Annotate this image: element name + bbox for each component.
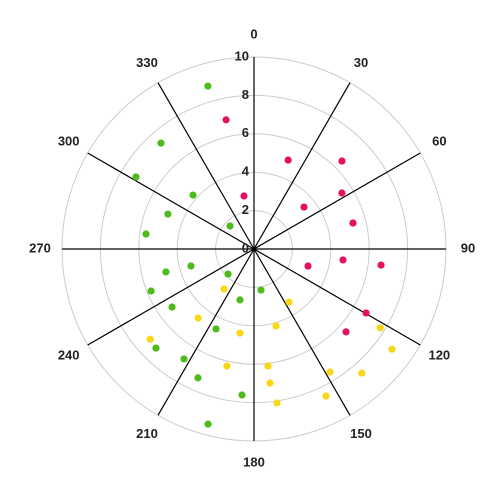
point bbox=[257, 286, 265, 294]
point bbox=[322, 392, 330, 400]
point bbox=[226, 222, 234, 230]
point bbox=[180, 355, 188, 363]
point bbox=[162, 268, 170, 276]
spoke bbox=[253, 82, 351, 250]
point bbox=[157, 139, 165, 147]
point bbox=[338, 157, 346, 165]
point bbox=[194, 314, 202, 322]
point bbox=[272, 322, 280, 330]
point bbox=[132, 173, 140, 181]
point bbox=[168, 303, 176, 311]
point bbox=[338, 189, 346, 197]
point bbox=[146, 335, 154, 343]
point bbox=[142, 230, 150, 238]
point bbox=[224, 270, 232, 278]
spoke bbox=[87, 152, 255, 250]
point bbox=[194, 374, 202, 382]
spoke bbox=[157, 82, 255, 250]
point bbox=[164, 210, 172, 218]
point bbox=[212, 325, 220, 333]
angle-label: 180 bbox=[243, 454, 265, 469]
point bbox=[189, 191, 197, 199]
point bbox=[187, 262, 195, 270]
point bbox=[326, 368, 334, 376]
point bbox=[240, 192, 248, 200]
point bbox=[304, 262, 312, 270]
point bbox=[152, 344, 160, 352]
spoke bbox=[253, 248, 351, 416]
point bbox=[349, 219, 357, 227]
point bbox=[358, 369, 366, 377]
angle-label: 330 bbox=[136, 55, 158, 70]
angle-label: 60 bbox=[432, 133, 446, 148]
radial-tick-label: 10 bbox=[235, 48, 249, 63]
point bbox=[204, 420, 212, 428]
point bbox=[222, 116, 230, 124]
point bbox=[266, 379, 274, 387]
spoke bbox=[253, 152, 421, 250]
spoke bbox=[253, 248, 421, 346]
angle-label: 270 bbox=[29, 240, 51, 255]
angle-label: 300 bbox=[58, 133, 80, 148]
angle-label: 210 bbox=[136, 426, 158, 441]
angle-label: 90 bbox=[461, 240, 475, 255]
point bbox=[204, 82, 212, 90]
point bbox=[264, 362, 272, 370]
point bbox=[236, 329, 244, 337]
point bbox=[220, 285, 228, 293]
point bbox=[342, 328, 350, 336]
point bbox=[238, 391, 246, 399]
point bbox=[377, 261, 385, 269]
point bbox=[285, 298, 293, 306]
angle-label: 150 bbox=[350, 426, 372, 441]
radial-tick-label: 6 bbox=[242, 125, 249, 140]
spoke bbox=[87, 248, 255, 346]
angle-label: 0 bbox=[250, 26, 257, 41]
point bbox=[388, 345, 396, 353]
point bbox=[223, 362, 231, 370]
point bbox=[339, 256, 347, 264]
angle-label: 120 bbox=[428, 347, 450, 362]
spoke bbox=[157, 248, 255, 416]
point bbox=[362, 309, 370, 317]
point bbox=[273, 399, 281, 407]
radial-tick-label: 8 bbox=[242, 87, 249, 102]
point bbox=[236, 296, 244, 304]
angle-label: 30 bbox=[354, 55, 368, 70]
radial-tick-label: 4 bbox=[242, 164, 250, 179]
radial-tick-label: 2 bbox=[242, 202, 249, 217]
point bbox=[376, 324, 384, 332]
radial-tick-label: 0 bbox=[242, 240, 249, 255]
point bbox=[147, 287, 155, 295]
point bbox=[300, 203, 308, 211]
point bbox=[284, 156, 292, 164]
angle-label: 240 bbox=[58, 347, 80, 362]
